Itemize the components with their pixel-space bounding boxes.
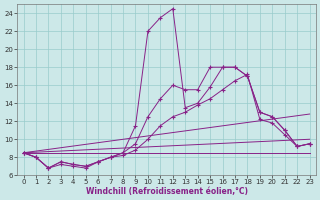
X-axis label: Windchill (Refroidissement éolien,°C): Windchill (Refroidissement éolien,°C) bbox=[85, 187, 248, 196]
